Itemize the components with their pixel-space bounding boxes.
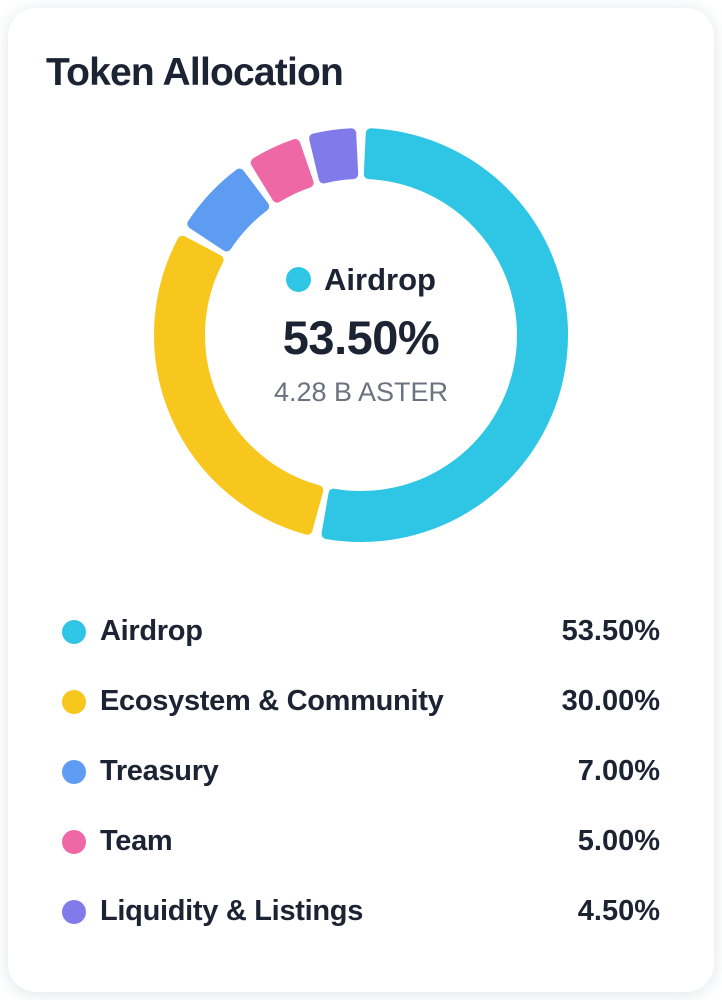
legend-dot-icon — [62, 619, 86, 644]
legend-row: Ecosystem & Community 30.00% — [62, 685, 660, 719]
legend-row: Liquidity & Listings 4.50% — [62, 895, 660, 929]
legend-label: Treasury — [100, 755, 219, 788]
legend-label: Team — [100, 825, 173, 858]
legend-value: 5.00% — [577, 825, 660, 858]
legend-value: 4.50% — [577, 895, 660, 928]
legend-value: 53.50% — [561, 615, 660, 648]
legend-dot-icon — [62, 899, 86, 924]
legend-row: Team 5.00% — [62, 825, 660, 859]
donut-segment-liquidity-listings[interactable] — [309, 128, 359, 184]
donut-segment-treasury[interactable] — [187, 168, 270, 252]
legend-dot-icon — [62, 759, 86, 784]
donut-chart-svg — [154, 128, 569, 542]
legend-label: Ecosystem & Community — [100, 685, 444, 718]
legend-label: Airdrop — [100, 615, 203, 648]
donut-segment-ecosystem-community[interactable] — [154, 235, 324, 535]
page-title: Token Allocation — [46, 51, 344, 94]
donut-segment-airdrop[interactable] — [321, 128, 569, 542]
legend-value: 30.00% — [561, 685, 660, 718]
legend-dot-icon — [62, 829, 86, 854]
legend-dot-icon — [62, 689, 86, 714]
legend: Airdrop 53.50% Ecosystem & Community 30.… — [52, 615, 670, 929]
legend-row: Airdrop 53.50% — [62, 615, 660, 649]
legend-row: Treasury 7.00% — [62, 755, 660, 789]
donut-chart: Airdrop 53.50% 4.28 B ASTER — [141, 115, 581, 555]
legend-label: Liquidity & Listings — [100, 895, 364, 928]
donut-segment-team[interactable] — [250, 138, 314, 203]
token-allocation-card: Token Allocation Airdrop 53.50% 4.28 B A… — [8, 8, 714, 992]
legend-value: 7.00% — [577, 755, 660, 788]
